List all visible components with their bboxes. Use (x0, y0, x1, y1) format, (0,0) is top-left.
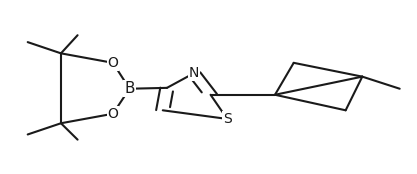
Text: N: N (189, 66, 199, 80)
Text: S: S (223, 112, 231, 126)
Text: O: O (108, 107, 118, 121)
Text: B: B (124, 81, 135, 96)
Text: O: O (108, 56, 118, 70)
